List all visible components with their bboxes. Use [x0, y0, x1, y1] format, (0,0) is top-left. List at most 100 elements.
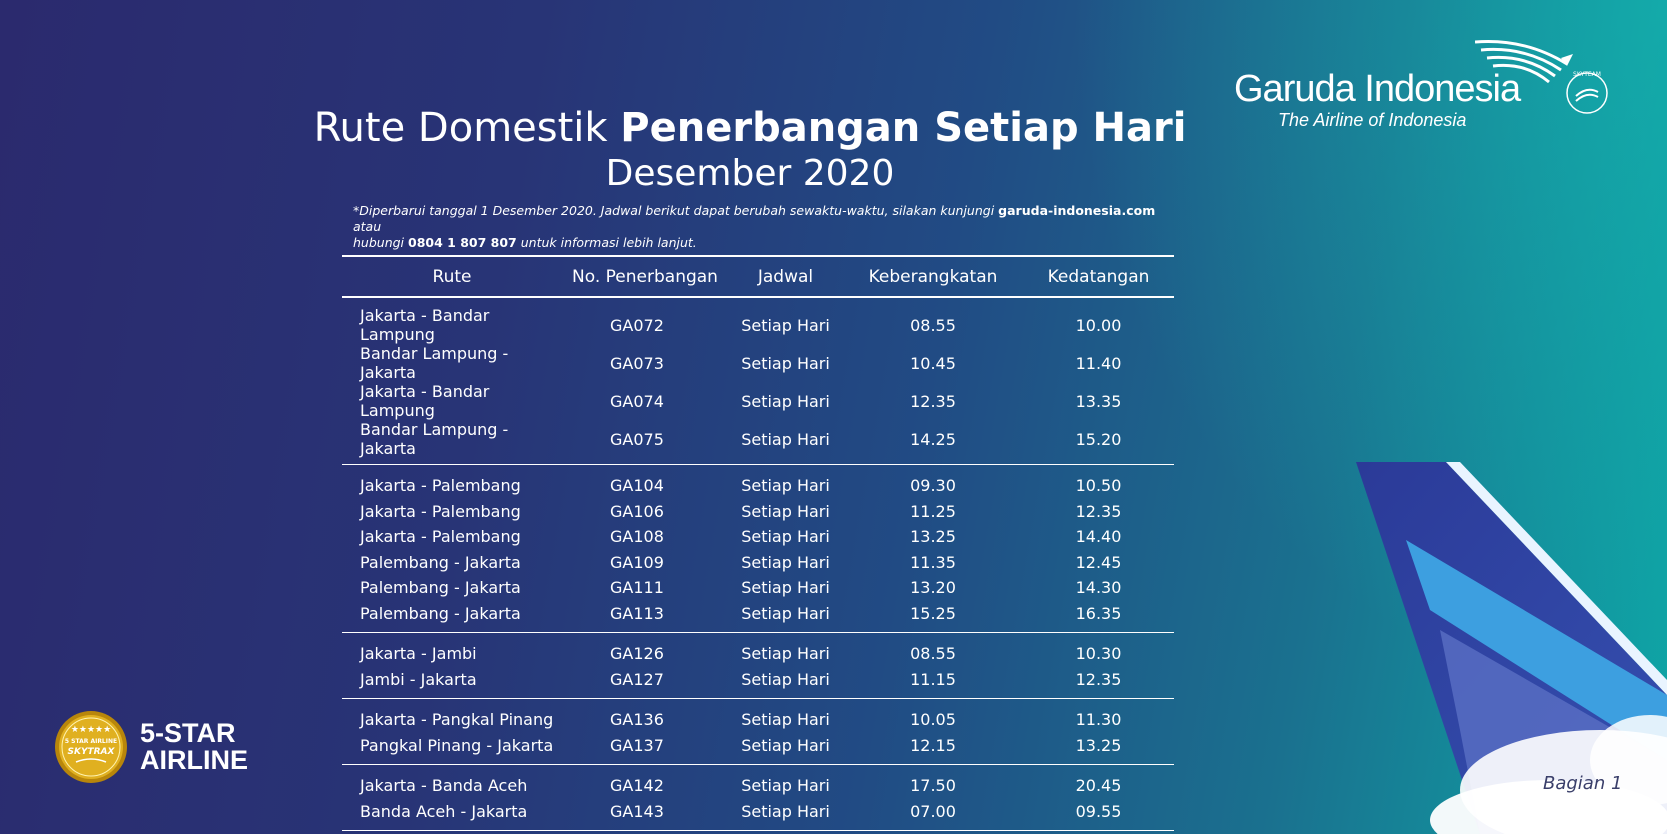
cell-schedule: Setiap Hari	[741, 644, 830, 664]
schedule-table: Rute No. Penerbangan Jadwal Keberangkata…	[342, 255, 1174, 831]
cell-route: Jakarta - Pangkal Pinang	[360, 710, 554, 730]
table-header-row: Rute No. Penerbangan Jadwal Keberangkata…	[342, 255, 1174, 298]
cell-arrival: 15.20	[1023, 420, 1174, 465]
table-row: Bandar Lampung - Jakarta GA073 Setiap Hari…	[342, 344, 1174, 382]
table-row: Jakarta - Bandar Lampung GA074 Setiap Hari…	[342, 382, 1174, 420]
cell-departure: 12.15	[843, 732, 1023, 765]
cell-flight-number: GA111	[610, 578, 664, 598]
cell-flight-number: GA074	[610, 391, 664, 411]
cell-schedule: Setiap Hari	[741, 710, 830, 730]
cell-departure: 15.25	[843, 600, 1023, 633]
cell-route: Jakarta - Palembang	[360, 476, 521, 496]
cell-arrival: 14.40	[1075, 527, 1122, 547]
cell-flight-number: GA143	[562, 798, 728, 831]
table-row: Palembang - Jakarta GA109 Setiap Hari 11.35…	[342, 550, 1174, 576]
cell-departure: 07.00	[843, 798, 1023, 831]
cell-flight-number: GA113	[562, 600, 728, 633]
cell-departure: 17.50	[910, 776, 956, 796]
cell-route: Banda Aceh - Jakarta	[342, 798, 562, 831]
cell-arrival: 13.25	[1023, 732, 1174, 765]
cell-arrival: 10.30	[1075, 644, 1122, 664]
table-row: Palembang - Jakarta GA113 Setiap Hari 15.25…	[342, 600, 1174, 633]
cell-flight-number: GA136	[610, 710, 664, 730]
award-text: 5-STAR AIRLINE	[140, 720, 248, 774]
header-arrival: Kedatangan	[1023, 255, 1174, 298]
cell-arrival: 12.35	[1075, 501, 1122, 521]
cell-route: Palembang - Jakarta	[342, 600, 562, 633]
cell-schedule: Setiap Hari	[741, 391, 830, 411]
cell-arrival: 11.30	[1075, 710, 1122, 730]
cell-arrival: 13.35	[1075, 391, 1122, 411]
cell-arrival: 11.40	[1075, 353, 1122, 373]
award-line2: AIRLINE	[140, 745, 248, 775]
cell-route: Pangkal Pinang - Jakarta	[342, 732, 562, 765]
note-line1-pre: *Diperbarui tanggal 1 Desember 2020. Jad…	[353, 203, 999, 218]
cell-schedule: Setiap Hari	[728, 732, 843, 765]
garuda-bird-icon	[1475, 40, 1573, 84]
note-line1-post: atau	[353, 219, 382, 234]
cell-flight-number: GA127	[562, 666, 728, 699]
cell-schedule: Setiap Hari	[741, 527, 830, 547]
cell-flight-number: GA104	[610, 476, 664, 496]
cell-route: Bandar Lampung - Jakarta	[360, 344, 509, 382]
website-link[interactable]: garuda-indonesia.com	[998, 203, 1156, 218]
cell-schedule: Setiap Hari	[741, 315, 830, 335]
cell-arrival: 12.35	[1023, 666, 1174, 699]
cell-departure: 12.35	[910, 391, 956, 411]
cell-route: Palembang - Jakarta	[360, 578, 521, 598]
cell-flight-number: GA137	[562, 732, 728, 765]
title-regular: Rute Domestik	[313, 105, 608, 151]
cell-flight-number: GA106	[610, 501, 664, 521]
cell-schedule: Setiap Hari	[728, 798, 843, 831]
header-schedule: Jadwal	[728, 255, 843, 298]
cell-route: Jakarta - Jambi	[360, 644, 477, 664]
table-row: Pangkal Pinang - Jakarta GA137 Setiap Hari…	[342, 732, 1174, 765]
table-row: Jambi - Jakarta GA127 Setiap Hari 11.15 12.3…	[342, 666, 1174, 699]
note-line2-pre: hubungi	[353, 235, 409, 250]
page-title: Rute Domestik Penerbangan Setiap Hari	[0, 105, 1500, 151]
cell-departure: 08.55	[910, 315, 956, 335]
cell-arrival: 14.30	[1075, 578, 1122, 598]
cell-route: Palembang - Jakarta	[360, 552, 521, 572]
table-row: Jakarta - Bandar Lampung GA072 Setiap Hari…	[342, 297, 1174, 344]
cell-departure: 11.15	[843, 666, 1023, 699]
cell-route: Jakarta - Bandar Lampung	[360, 382, 490, 420]
cell-route: Jakarta - Bandar Lampung	[360, 306, 490, 344]
cell-departure: 11.35	[910, 552, 956, 572]
table-row: Jakarta - Pangkal Pinang GA136 Setiap Hari…	[342, 699, 1174, 733]
cell-flight-number: GA126	[610, 644, 664, 664]
tail-fin-graphic	[1356, 462, 1667, 834]
cell-departure: 13.20	[910, 578, 956, 598]
brand-tagline: The Airline of Indonesia	[1278, 110, 1467, 130]
brand-name: Garuda Indonesia	[1234, 68, 1521, 110]
cell-arrival: 09.55	[1023, 798, 1174, 831]
badge-top-text: 5 STAR AIRLINE	[65, 738, 117, 745]
cell-schedule: Setiap Hari	[741, 578, 830, 598]
cell-flight-number: GA142	[610, 776, 664, 796]
table-row: Jakarta - Palembang GA106 Setiap Hari 11.25…	[342, 499, 1174, 525]
cell-departure: 09.30	[910, 476, 956, 496]
cell-schedule: Setiap Hari	[741, 501, 830, 521]
cell-route: Jakarta - Palembang	[360, 501, 521, 521]
cell-departure: 10.05	[910, 710, 956, 730]
table-row: Palembang - Jakarta GA111 Setiap Hari 13.20…	[342, 575, 1174, 601]
cell-schedule: Setiap Hari	[741, 552, 830, 572]
header-departure: Keberangkatan	[843, 255, 1023, 298]
badge-brand-text: SKYTRAX	[68, 747, 116, 757]
cell-schedule: Setiap Hari	[728, 600, 843, 633]
garuda-logo: Garuda Indonesia The Airline of Indonesi…	[1230, 38, 1630, 138]
cell-schedule: Setiap Hari	[741, 776, 830, 796]
phone-number: 0804 1 807 807	[408, 235, 517, 250]
cell-arrival: 20.45	[1075, 776, 1122, 796]
cell-flight-number: GA075	[562, 420, 728, 465]
page-subtitle: Desember 2020	[605, 153, 895, 194]
skyteam-icon: SKYTEAM	[1566, 71, 1608, 114]
note-line2-post: untuk informasi lebih lanjut.	[516, 235, 697, 250]
cell-schedule: Setiap Hari	[741, 476, 830, 496]
update-note: *Diperbarui tanggal 1 Desember 2020. Jad…	[353, 203, 1173, 251]
cell-flight-number: GA108	[610, 527, 664, 547]
cell-departure: 10.45	[910, 353, 956, 373]
cell-schedule: Setiap Hari	[728, 420, 843, 465]
cell-flight-number: GA073	[610, 353, 664, 373]
cell-arrival: 16.35	[1023, 600, 1174, 633]
